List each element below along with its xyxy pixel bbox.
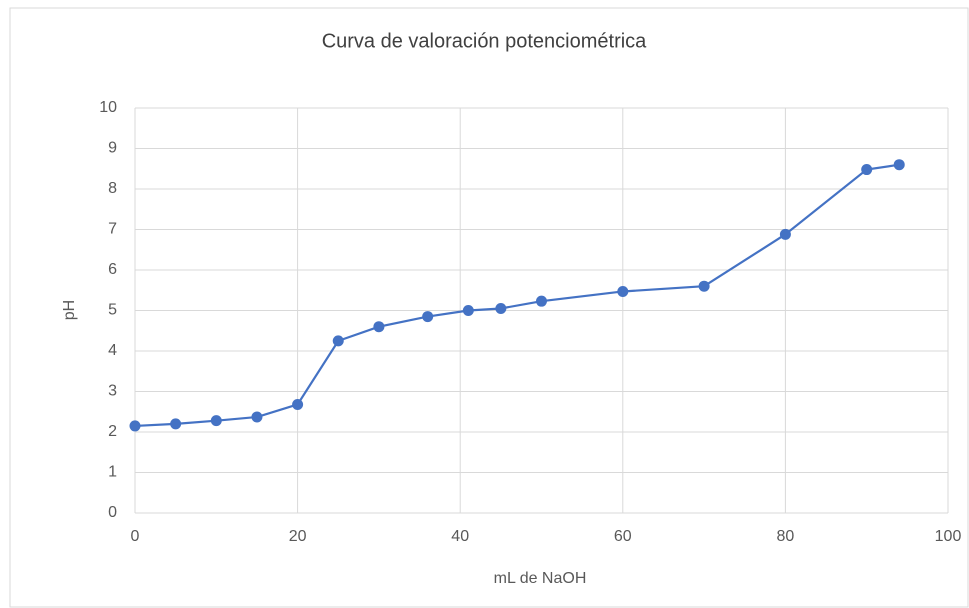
marker (373, 321, 385, 333)
y-tick-label: 7 (108, 221, 117, 238)
line (134, 163, 900, 428)
y-tick-label: 8 (108, 180, 117, 197)
marker (210, 415, 222, 427)
marker (332, 335, 344, 347)
marker (861, 164, 873, 176)
marker (495, 302, 507, 314)
x-axis-label: mL de NaOH (494, 570, 587, 587)
marker (698, 280, 710, 292)
x-tick-label: 40 (451, 528, 469, 545)
y-tick-label: 2 (108, 423, 117, 440)
x-tick-label: 100 (935, 528, 962, 545)
marker (292, 398, 304, 410)
y-tick-label: 4 (108, 342, 117, 359)
marker (779, 228, 791, 240)
marker (536, 295, 547, 307)
marker (422, 311, 434, 323)
marker (129, 420, 141, 432)
y-tick-label: 10 (99, 99, 117, 116)
y-tick-label: 1 (108, 464, 117, 481)
marker (251, 411, 263, 423)
chart-title: Curva de valoración potenciométrica (322, 30, 647, 52)
marker (617, 285, 629, 297)
y-axis-label: pH (61, 300, 78, 320)
x-tick-label: 0 (131, 528, 140, 545)
y-tick-label: 3 (108, 383, 117, 400)
marker (462, 305, 474, 316)
y-tick-label: 9 (108, 140, 117, 157)
x-tick-label: 60 (614, 528, 632, 545)
y-tick-label: 6 (108, 261, 117, 278)
marker (170, 418, 182, 430)
chart-border (9, 7, 969, 608)
marker (893, 159, 905, 171)
x-tick-label: 80 (777, 528, 795, 545)
y-tick-label: 5 (108, 302, 117, 319)
y-tick-label: 0 (108, 504, 117, 521)
x-tick-label: 20 (289, 528, 307, 545)
